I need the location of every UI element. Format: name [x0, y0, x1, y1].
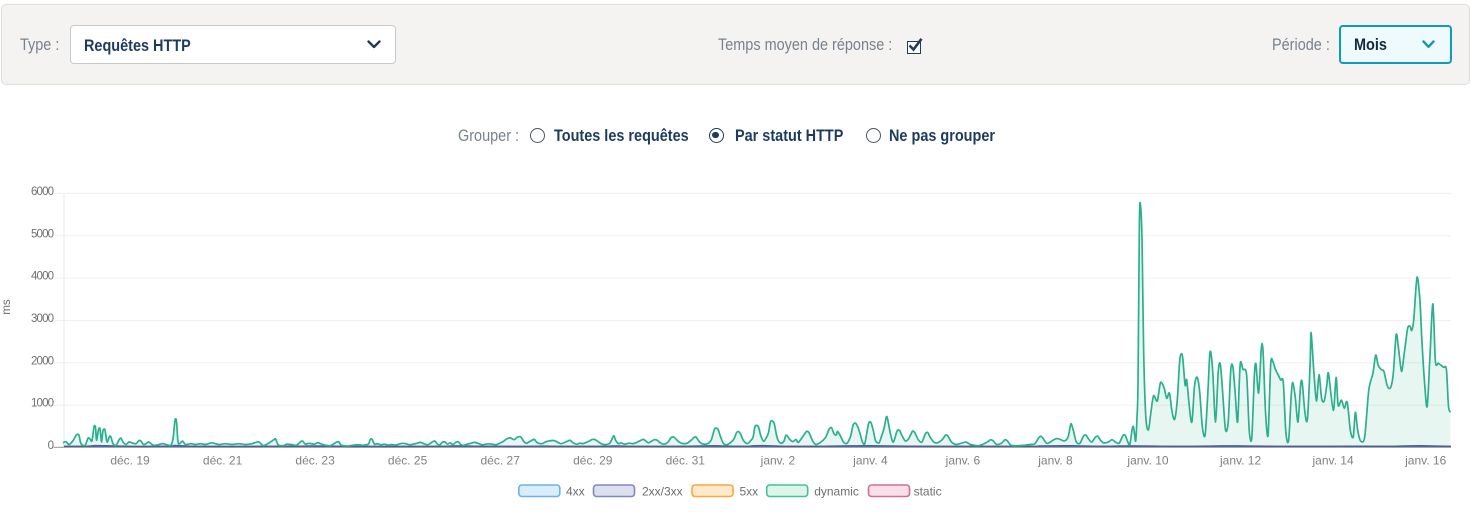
svg-text:janv. 6: janv. 6 — [945, 454, 981, 468]
svg-text:5xx: 5xx — [740, 484, 759, 498]
svg-text:janv. 2: janv. 2 — [760, 454, 796, 468]
svg-text:6000: 6000 — [31, 186, 54, 198]
svg-text:déc. 25: déc. 25 — [388, 454, 428, 468]
svg-text:ms: ms — [1, 299, 13, 315]
svg-text:déc. 21: déc. 21 — [203, 454, 243, 468]
svg-text:janv. 12: janv. 12 — [1219, 454, 1261, 468]
svg-text:janv. 10: janv. 10 — [1126, 454, 1168, 468]
svg-text:déc. 31: déc. 31 — [666, 454, 706, 468]
svg-text:static: static — [914, 484, 942, 498]
svg-text:dynamic: dynamic — [814, 484, 859, 498]
svg-text:déc. 27: déc. 27 — [481, 454, 521, 468]
svg-text:déc. 23: déc. 23 — [295, 454, 335, 468]
svg-text:1000: 1000 — [31, 398, 54, 410]
svg-text:janv. 8: janv. 8 — [1037, 454, 1073, 468]
svg-text:janv. 4: janv. 4 — [852, 454, 888, 468]
svg-text:janv. 16: janv. 16 — [1404, 454, 1446, 468]
svg-text:déc. 19: déc. 19 — [110, 454, 150, 468]
svg-text:3000: 3000 — [31, 313, 54, 325]
svg-text:déc. 29: déc. 29 — [573, 454, 613, 468]
svg-text:2xx/3xx: 2xx/3xx — [642, 484, 683, 498]
svg-text:0: 0 — [48, 440, 54, 452]
svg-text:janv. 14: janv. 14 — [1312, 454, 1354, 468]
svg-text:2000: 2000 — [31, 355, 54, 367]
svg-text:5000: 5000 — [31, 228, 54, 240]
svg-text:4000: 4000 — [31, 271, 54, 283]
svg-text:4xx: 4xx — [566, 484, 585, 498]
